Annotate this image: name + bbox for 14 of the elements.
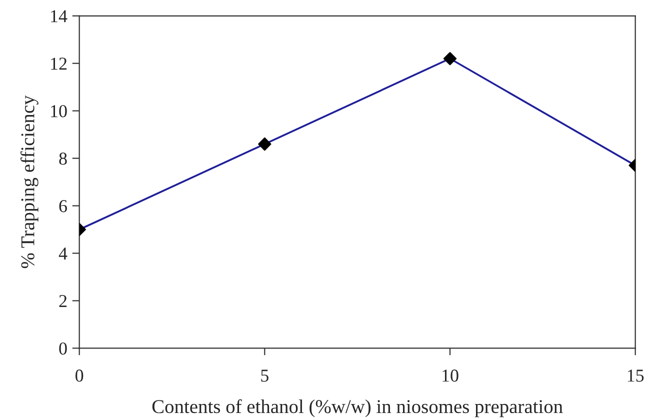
x-tick-label: 15 <box>628 370 644 382</box>
y-tick-label: 0 <box>59 342 67 355</box>
y-axis-title: % Trapping efficiency <box>20 95 38 268</box>
x-tick-label: 0 <box>76 370 84 382</box>
y-tick-label: 6 <box>59 200 67 212</box>
y-tick-label: 12 <box>51 58 67 70</box>
x-tick-label: 5 <box>261 370 268 382</box>
x-tick-label: 10 <box>442 370 458 382</box>
y-tick-label: 10 <box>51 105 67 118</box>
y-tick-label: 4 <box>58 248 68 260</box>
y-tick-label: 2 <box>59 295 67 307</box>
x-axis-title: Contents of ethanol (%w/w) in niosomes preparation <box>152 399 563 418</box>
y-tick-label: 8 <box>59 152 67 165</box>
y-tick-label: 14 <box>51 10 68 22</box>
